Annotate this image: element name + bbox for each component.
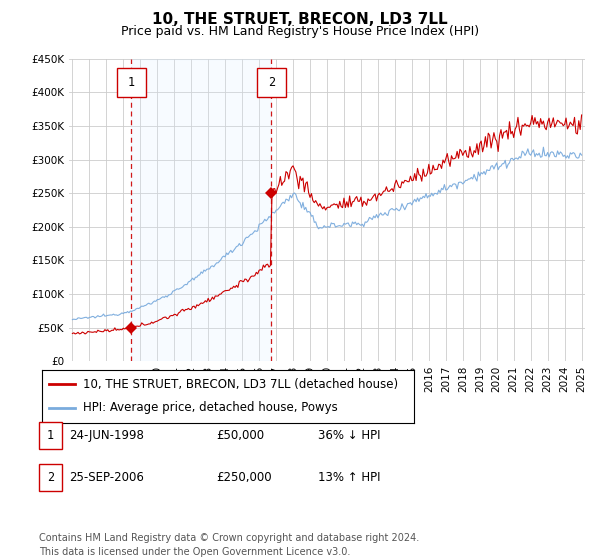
Text: 24-JUN-1998: 24-JUN-1998 (69, 429, 144, 442)
Text: 1: 1 (47, 429, 54, 442)
Text: 2: 2 (47, 470, 54, 484)
Text: 10, THE STRUET, BRECON, LD3 7LL: 10, THE STRUET, BRECON, LD3 7LL (152, 12, 448, 27)
Text: Contains HM Land Registry data © Crown copyright and database right 2024.
This d: Contains HM Land Registry data © Crown c… (39, 533, 419, 557)
Text: 2: 2 (268, 76, 275, 89)
Text: 10, THE STRUET, BRECON, LD3 7LL (detached house): 10, THE STRUET, BRECON, LD3 7LL (detache… (83, 378, 398, 391)
FancyBboxPatch shape (257, 68, 286, 97)
Text: £50,000: £50,000 (216, 429, 264, 442)
Text: £250,000: £250,000 (216, 470, 272, 484)
Text: 36% ↓ HPI: 36% ↓ HPI (318, 429, 380, 442)
FancyBboxPatch shape (117, 68, 146, 97)
Text: 13% ↑ HPI: 13% ↑ HPI (318, 470, 380, 484)
Bar (131, 59, 271, 361)
Text: HPI: Average price, detached house, Powys: HPI: Average price, detached house, Powy… (83, 402, 338, 414)
Text: 25-SEP-2006: 25-SEP-2006 (69, 470, 144, 484)
Text: 1: 1 (128, 76, 135, 89)
Text: Price paid vs. HM Land Registry's House Price Index (HPI): Price paid vs. HM Land Registry's House … (121, 25, 479, 38)
